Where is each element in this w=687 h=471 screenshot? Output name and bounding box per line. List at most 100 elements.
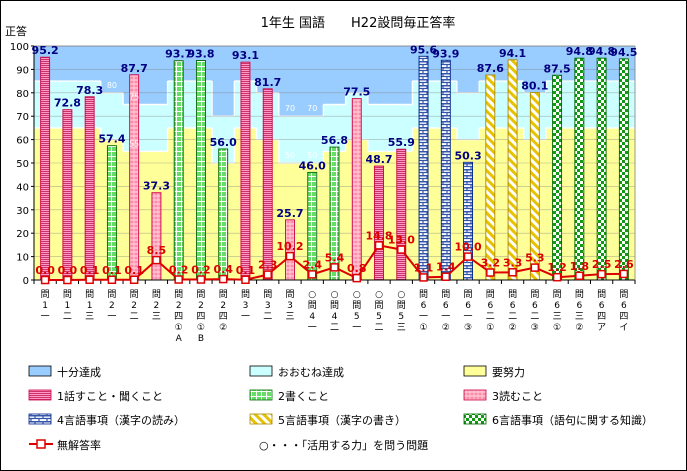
no-answer-label: 14.8 — [365, 229, 392, 242]
x-tick-label: 問 — [285, 289, 294, 300]
bar — [618, 58, 629, 281]
x-tick-label: 二 — [263, 312, 272, 322]
x-tick-label: ② — [219, 323, 227, 333]
y-tick-label: 40 — [16, 182, 29, 193]
x-tick-label: 一 — [464, 312, 473, 322]
bar-value-label: 93.7 — [165, 48, 192, 61]
x-tick-label: 四 — [196, 312, 205, 322]
no-answer-label: 2.6 — [614, 258, 634, 271]
x-tick-label: 問 — [219, 289, 228, 300]
bar-value-label: 87.7 — [121, 62, 148, 75]
bar-value-label: 94.1 — [499, 47, 526, 60]
bar-value-label: 72.8 — [54, 97, 81, 110]
x-tick-label: 四 — [619, 312, 628, 322]
bar — [62, 109, 73, 281]
bar-value-label: 25.7 — [276, 207, 303, 220]
x-tick-label: 6 — [532, 301, 538, 311]
legend-swatch-reading — [463, 389, 487, 401]
x-tick-label: 問 — [330, 300, 339, 311]
no-answer-label: 0.1 — [80, 264, 100, 277]
no-answer-marker — [152, 255, 161, 265]
bar — [440, 59, 451, 281]
bar-value-label: 94.8 — [566, 45, 593, 58]
legend-swatch-vocab — [463, 413, 487, 425]
y-tick-label: 60 — [16, 136, 29, 147]
x-tick-label: 6 — [443, 301, 449, 311]
x-tick-label: 問 — [130, 289, 139, 300]
x-tick-label: 2 — [154, 301, 160, 311]
no-answer-marker — [307, 270, 317, 279]
x-tick-label: ① — [175, 323, 183, 333]
bar — [485, 74, 496, 281]
x-tick-label: 1 — [42, 301, 48, 311]
no-answer-label: 5.4 — [325, 251, 345, 264]
x-tick-label: 二 — [375, 323, 384, 333]
x-tick-label: ① — [419, 323, 427, 333]
legend-label-active-question: ○・・・「活用する力」を問う問題 — [259, 439, 429, 452]
no-answer-marker — [85, 275, 94, 285]
y-tick-label: 90 — [16, 65, 29, 76]
bar-value-label: 94.5 — [610, 46, 637, 59]
no-answer-marker — [241, 275, 250, 285]
x-tick-label: 問 — [107, 289, 116, 300]
bar-value-label: 46.0 — [299, 159, 326, 172]
x-tick-label: ○ — [375, 290, 383, 300]
x-tick-label: 5 — [376, 312, 382, 322]
no-answer-marker — [285, 251, 295, 261]
legend-label-effort: 要努力 — [492, 366, 525, 379]
legend-label-writing: 2書くこと — [278, 390, 329, 403]
x-tick-label: 1 — [87, 301, 93, 311]
no-answer-marker — [463, 252, 473, 261]
x-tick-label: 問 — [553, 289, 562, 300]
bar-value-label: 57.4 — [98, 133, 125, 146]
x-tick-label: 四 — [219, 312, 228, 322]
x-tick-label: ○ — [308, 290, 316, 300]
x-tick-label: 問 — [85, 289, 94, 300]
x-tick-label: 問 — [397, 300, 406, 311]
bar — [195, 60, 206, 281]
no-answer-marker — [575, 271, 584, 281]
bar — [84, 96, 95, 281]
legend-swatch-kanji-read — [28, 413, 52, 425]
x-tick-label: 問 — [441, 289, 450, 300]
band-full — [145, 46, 168, 105]
bar-value-label: 50.3 — [454, 149, 481, 162]
x-tick-label: ○ — [353, 290, 361, 300]
no-answer-marker — [263, 270, 272, 279]
x-tick-label: 6 — [487, 301, 493, 311]
x-tick-label: 二 — [130, 312, 139, 322]
no-answer-label: 10.2 — [276, 240, 303, 253]
bar-value-label: 56.0 — [210, 136, 237, 149]
no-answer-label: 2.3 — [258, 259, 278, 272]
bar — [240, 61, 251, 281]
x-tick-label: 問 — [352, 300, 361, 311]
x-tick-label: 6 — [576, 301, 582, 311]
x-tick-label: 2 — [109, 301, 115, 311]
x-tick-label: ① — [486, 323, 494, 333]
bar-value-label: 55.9 — [388, 136, 415, 149]
x-tick-label: 6 — [599, 301, 605, 311]
x-tick-label: 三 — [285, 312, 294, 322]
bar — [507, 59, 518, 281]
no-answer-label: 2.4 — [302, 258, 322, 271]
x-tick-label: 問 — [375, 300, 384, 311]
x-tick-label: 4 — [309, 312, 315, 322]
x-tick-label: 6 — [465, 301, 471, 311]
bar-value-label: 48.7 — [365, 153, 392, 166]
y-tick-label: 70 — [16, 112, 29, 123]
x-tick-label: 問 — [174, 289, 183, 300]
no-answer-marker — [530, 263, 540, 272]
x-tick-label: 一 — [419, 312, 428, 322]
band-full — [479, 46, 502, 82]
no-answer-label: 0.8 — [347, 262, 367, 275]
x-tick-label: 4 — [332, 312, 338, 322]
x-tick-label: 問 — [41, 289, 50, 300]
x-tick-label: 問 — [575, 289, 584, 300]
criteria-label-full: 75 — [129, 93, 139, 102]
x-tick-label: ② — [575, 323, 583, 333]
x-tick-label: B — [198, 334, 204, 344]
bar — [463, 161, 474, 281]
x-tick-label: ② — [509, 323, 517, 333]
